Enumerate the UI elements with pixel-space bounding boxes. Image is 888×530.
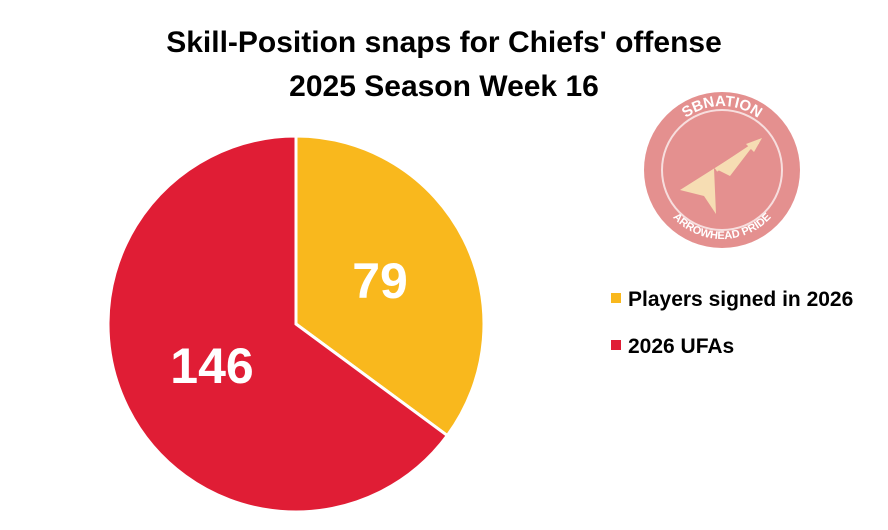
legend-label-ufas: 2026 UFAs: [628, 335, 734, 358]
chart-title: Skill-Position snaps for Chiefs' offense: [166, 26, 722, 59]
pie-slice-ufas: [106, 134, 450, 514]
pie-slice-players-signed: [294, 134, 486, 438]
arrowhead-icon: [680, 138, 762, 214]
pie-slices: [106, 134, 486, 514]
legend-label-players-signed: Players signed in 2026: [628, 288, 853, 311]
legend-swatch-ufas: [611, 340, 621, 350]
slice-label-players-signed: 79: [352, 253, 408, 309]
legend-swatch-players-signed: [611, 293, 621, 303]
logo-inner-ring: [661, 109, 783, 231]
legend: Players signed in 2026 2026 UFAs: [611, 288, 853, 358]
slice-label-ufas: 146: [170, 338, 253, 394]
chart-subtitle: 2025 Season Week 16: [289, 70, 599, 103]
arrowhead-pride-logo: SBNATION ARROWHEAD PRIDE: [644, 92, 800, 248]
